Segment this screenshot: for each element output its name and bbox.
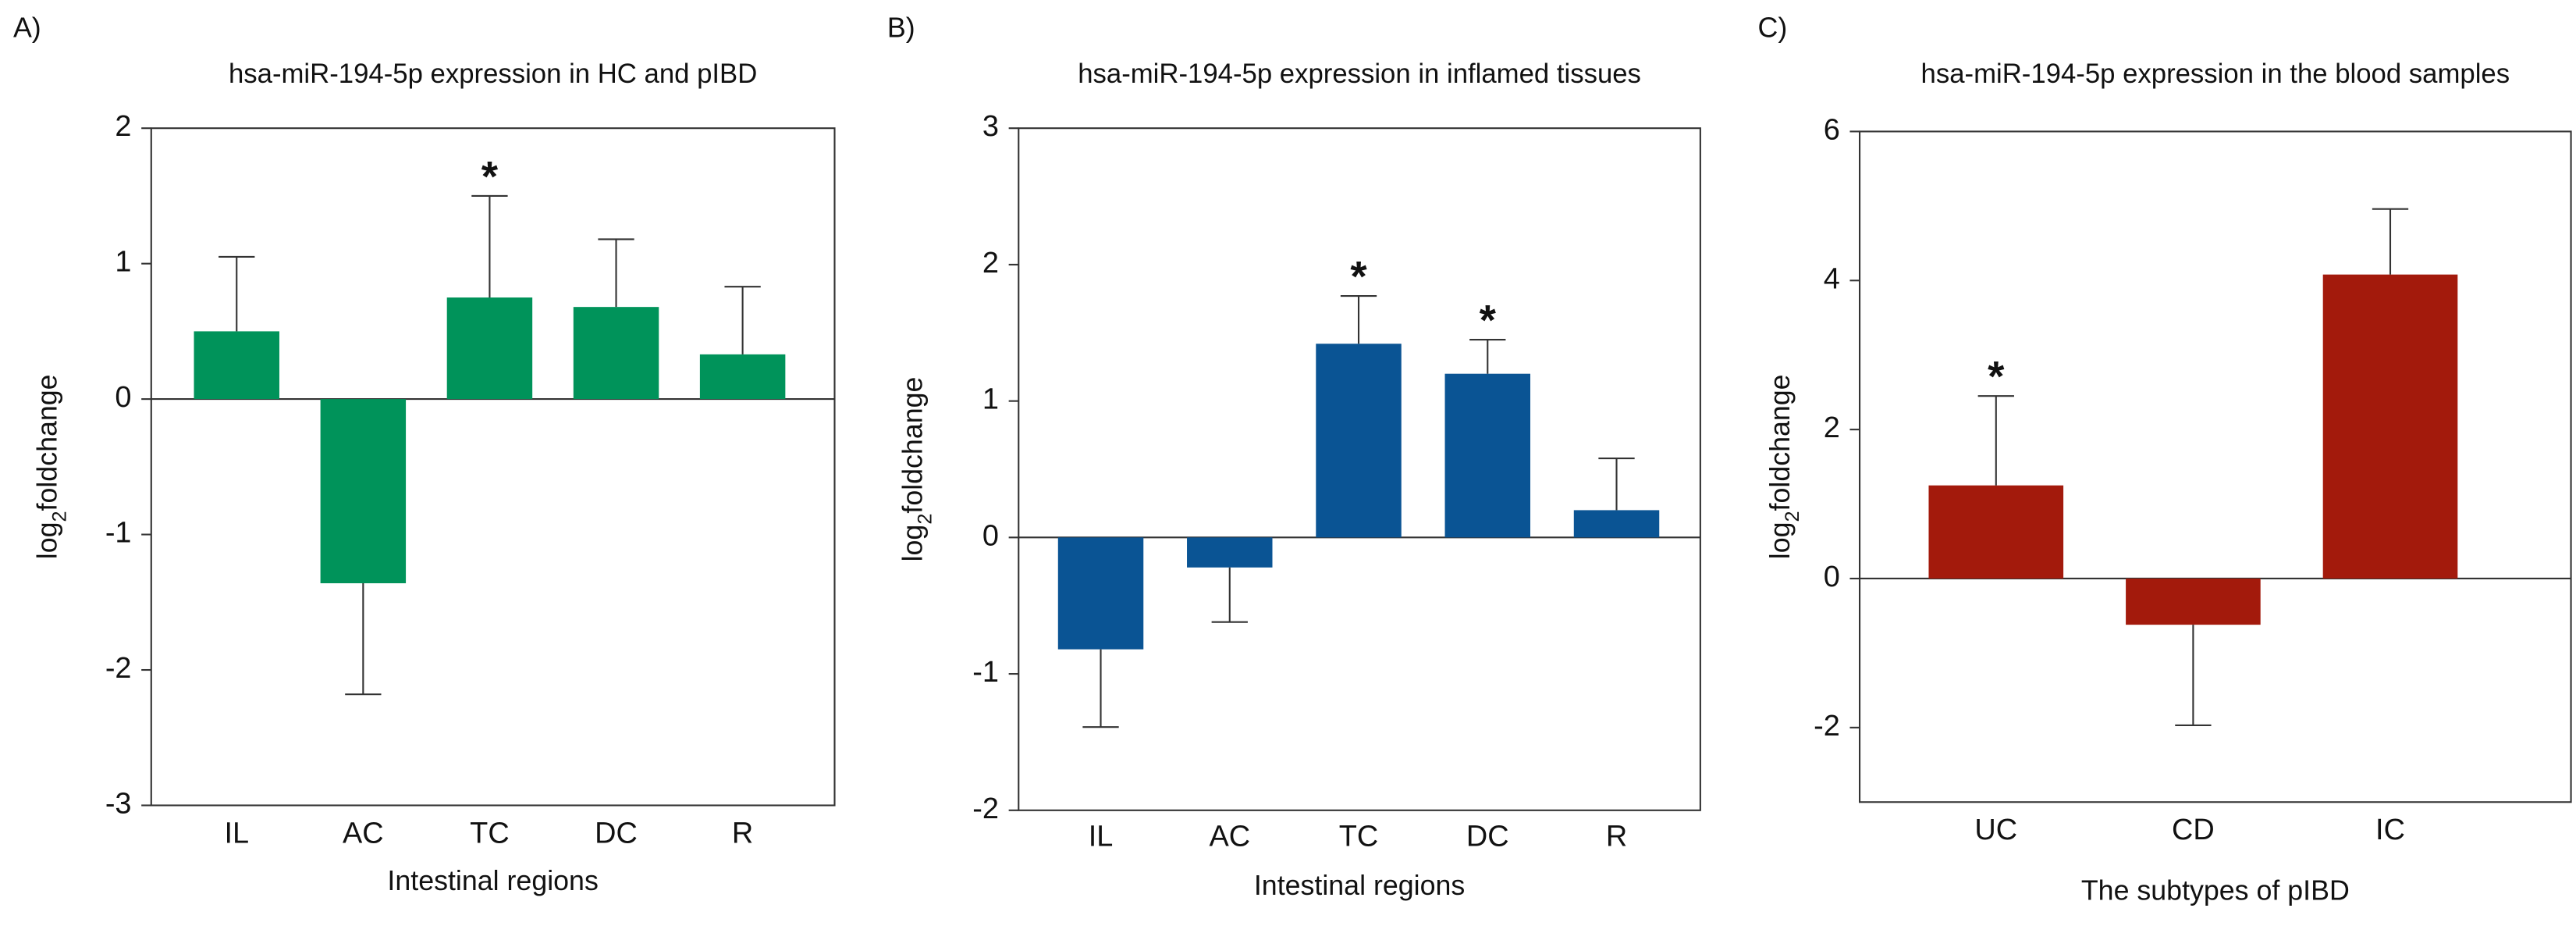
y-axis-label-part: 2 bbox=[1782, 511, 1803, 522]
y-tick-label: 0 bbox=[1824, 561, 1840, 593]
y-tick-label: 4 bbox=[1824, 262, 1840, 295]
y-tick-label: -2 bbox=[1814, 710, 1840, 743]
y-axis-label-part: foldchange bbox=[897, 377, 929, 514]
significance-mark: * bbox=[1988, 352, 2005, 401]
error-bar bbox=[2175, 625, 2212, 727]
bar bbox=[573, 307, 659, 400]
x-tick-label: TC bbox=[470, 817, 509, 849]
y-tick-label: 1 bbox=[982, 383, 999, 416]
y-axis-label: log2foldchange bbox=[32, 374, 70, 559]
y-axis-label-part: log bbox=[32, 522, 63, 560]
error-bar bbox=[1340, 295, 1377, 344]
error-bar bbox=[1082, 649, 1119, 728]
bar bbox=[2126, 578, 2261, 625]
x-axis-label: The subtypes of pIBD bbox=[2081, 875, 2350, 906]
y-axis-label-part: 2 bbox=[914, 514, 936, 525]
bar bbox=[1573, 510, 1660, 538]
y-axis-label-part: log bbox=[1765, 522, 1796, 560]
bar bbox=[194, 331, 279, 400]
y-tick-label: 2 bbox=[115, 110, 131, 143]
error-bar bbox=[1469, 338, 1506, 374]
y-axis-label-part: foldchange bbox=[1765, 374, 1796, 511]
y-tick-label: 0 bbox=[115, 381, 131, 414]
x-tick-label: IC bbox=[2375, 814, 2405, 846]
x-tick-label: R bbox=[1606, 821, 1627, 853]
y-axis-label-part: foldchange bbox=[32, 374, 63, 511]
chart-title: hsa-miR-194-5p expression in the blood s… bbox=[1921, 59, 2510, 89]
plot-frame bbox=[150, 127, 836, 807]
significance-mark: * bbox=[481, 151, 499, 200]
y-tick-label: 0 bbox=[982, 519, 999, 552]
bar bbox=[1928, 485, 2064, 579]
error-bar bbox=[598, 238, 634, 308]
x-tick-label: CD bbox=[2172, 814, 2215, 846]
y-tick-label: 6 bbox=[1824, 113, 1840, 146]
x-tick-label: AC bbox=[343, 817, 384, 849]
bar bbox=[1187, 537, 1273, 568]
y-tick-label: -1 bbox=[972, 656, 999, 689]
bar bbox=[699, 354, 786, 400]
x-axis-label: Intestinal regions bbox=[1254, 870, 1465, 901]
plot-frame bbox=[1859, 130, 2572, 803]
x-axis-label: Intestinal regions bbox=[387, 865, 598, 896]
significance-mark: * bbox=[1350, 252, 1367, 301]
error-bar bbox=[1977, 395, 2014, 486]
panel-label: B) bbox=[887, 12, 915, 43]
x-tick-label: UC bbox=[1974, 814, 2017, 846]
y-tick-label: -2 bbox=[972, 792, 999, 825]
error-bar bbox=[1598, 457, 1635, 511]
x-tick-label: DC bbox=[595, 817, 638, 849]
x-tick-label: IL bbox=[224, 817, 249, 849]
error-bar bbox=[2372, 208, 2409, 275]
error-bar bbox=[345, 583, 382, 696]
plot-frame bbox=[1018, 127, 1701, 811]
y-axis-label: log2foldchange bbox=[897, 377, 936, 562]
x-tick-label: R bbox=[732, 817, 753, 849]
bar bbox=[1316, 344, 1402, 538]
bar bbox=[320, 399, 407, 584]
error-bar bbox=[1211, 567, 1248, 623]
bar bbox=[1444, 373, 1530, 538]
x-tick-label: DC bbox=[1466, 821, 1509, 853]
x-tick-label: IL bbox=[1089, 821, 1114, 853]
panel-label: C) bbox=[1758, 12, 1788, 43]
y-axis-label: log2foldchange bbox=[1765, 374, 1803, 559]
significance-mark: * bbox=[1480, 295, 1497, 344]
y-tick-label: 3 bbox=[982, 110, 999, 143]
y-tick-label: -3 bbox=[105, 788, 132, 821]
y-tick-label: 2 bbox=[1824, 411, 1840, 444]
chart-title: hsa-miR-194-5p expression in HC and pIBD bbox=[229, 59, 757, 89]
y-tick-label: 2 bbox=[982, 247, 999, 280]
error-bar bbox=[724, 286, 761, 354]
x-tick-label: TC bbox=[1339, 821, 1379, 853]
y-axis-label-part: log bbox=[897, 525, 929, 562]
bar bbox=[2322, 274, 2458, 579]
y-tick-label: -2 bbox=[105, 652, 132, 685]
error-bar bbox=[471, 194, 508, 298]
bar bbox=[446, 297, 533, 400]
bar bbox=[1057, 537, 1144, 650]
x-tick-label: AC bbox=[1209, 821, 1250, 853]
error-bar bbox=[219, 255, 255, 332]
chart-title: hsa-miR-194-5p expression in inflamed ti… bbox=[1078, 59, 1641, 89]
panel-label: A) bbox=[13, 12, 41, 43]
y-tick-label: -1 bbox=[105, 517, 132, 550]
y-tick-label: 1 bbox=[115, 246, 131, 279]
y-axis-label-part: 2 bbox=[48, 511, 70, 522]
